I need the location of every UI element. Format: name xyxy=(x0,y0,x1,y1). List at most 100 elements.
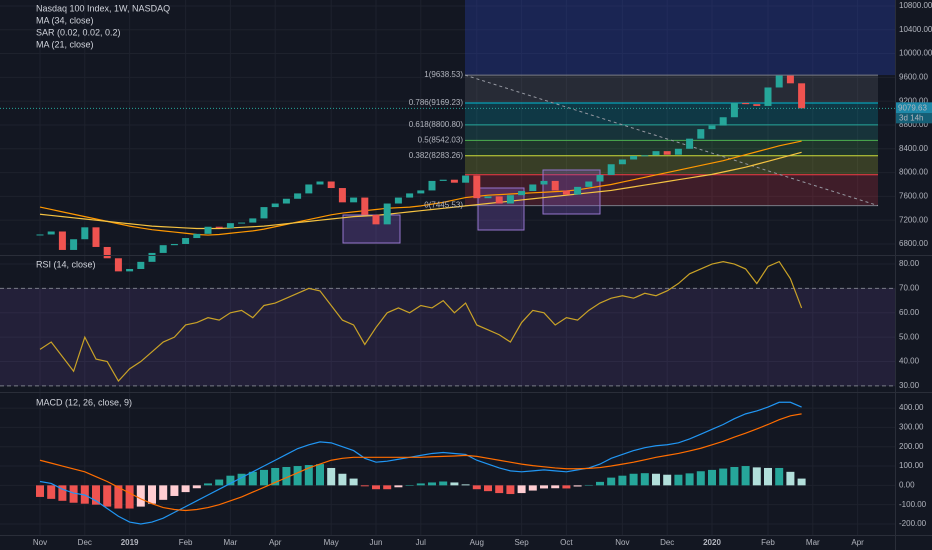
histogram-bar xyxy=(708,469,716,486)
candle xyxy=(618,159,626,165)
fib-band xyxy=(465,140,878,156)
candle xyxy=(383,203,391,225)
candle xyxy=(294,193,302,199)
x-tick-label: Apr xyxy=(851,538,864,547)
histogram-bar xyxy=(764,467,772,486)
candle xyxy=(697,129,705,139)
candle xyxy=(518,191,526,196)
histogram-bar xyxy=(562,485,571,489)
y-tick-label: 7600.00 xyxy=(899,191,928,200)
histogram-bar xyxy=(506,485,515,495)
candle xyxy=(764,87,772,106)
line xyxy=(39,401,802,525)
x-tick-label: Feb xyxy=(761,538,775,547)
histogram-bar xyxy=(640,473,649,486)
labels: Nasdaq 100 Index, 1W, NASDAQ MA (34, clo… xyxy=(33,1,932,547)
countdown-text: 3d 14h xyxy=(899,113,923,122)
symbol-title: Nasdaq 100 Index, 1W, NASDAQ xyxy=(36,3,170,13)
x-tick-label: Dec xyxy=(78,538,92,547)
histogram-bar xyxy=(607,477,616,486)
y-tick-label: 70.00 xyxy=(899,284,920,293)
drawings xyxy=(342,169,601,244)
y-tick-label: 0.00 xyxy=(899,480,915,489)
histogram-bar xyxy=(484,485,492,492)
histogram-bar xyxy=(181,485,190,493)
y-tick-label: -200.00 xyxy=(899,519,927,528)
candle xyxy=(574,186,582,195)
candle xyxy=(193,233,201,239)
candle xyxy=(798,83,806,109)
y-tick-label: 10000.00 xyxy=(899,49,932,58)
candle xyxy=(327,181,335,189)
candle xyxy=(406,193,414,198)
fib-band xyxy=(465,124,878,141)
x-tick-label: May xyxy=(324,538,339,547)
candle xyxy=(282,198,290,204)
y-tick-label: 8400.00 xyxy=(899,144,928,153)
candle xyxy=(103,246,111,259)
x-tick-label: Jun xyxy=(370,538,383,547)
candle xyxy=(775,75,783,88)
y-tick-label: 9200.00 xyxy=(899,96,928,105)
histogram-bar xyxy=(58,485,67,501)
histogram-bar xyxy=(316,464,324,486)
histogram-bar xyxy=(428,482,436,486)
candle xyxy=(562,190,570,195)
trend-line xyxy=(464,74,879,207)
candle xyxy=(428,180,436,191)
legend-entry: MA (34, close) xyxy=(36,15,94,25)
histogram-bar xyxy=(472,485,481,490)
price-tag xyxy=(896,102,932,114)
grid xyxy=(0,0,895,535)
fib-band xyxy=(465,75,878,103)
y-tick-label: 50.00 xyxy=(899,332,920,341)
candle xyxy=(663,151,671,155)
histogram-bar xyxy=(170,485,179,496)
histogram-bar xyxy=(405,485,414,486)
candle xyxy=(137,261,145,269)
candle xyxy=(484,196,492,199)
candle xyxy=(372,214,380,225)
legend-entry: MA (21, close) xyxy=(36,39,94,49)
y-tick-label: 8800.00 xyxy=(899,120,928,129)
candle xyxy=(630,155,638,160)
y-tick-label: 9600.00 xyxy=(899,72,928,81)
histogram-bar xyxy=(540,485,548,489)
candle xyxy=(159,245,167,253)
histogram-bar xyxy=(215,479,224,486)
histogram-bar xyxy=(495,485,504,494)
candle xyxy=(226,223,234,228)
x-tick-label: 2019 xyxy=(121,538,139,547)
candle xyxy=(686,138,694,149)
histogram-bar xyxy=(719,468,728,486)
candle xyxy=(271,203,279,208)
histogram-bar xyxy=(69,485,78,503)
y-tick-label: -100.00 xyxy=(899,500,927,509)
histogram-bar xyxy=(338,473,347,486)
x-tick-label: Nov xyxy=(33,538,47,547)
histogram-bar xyxy=(372,485,380,490)
candle xyxy=(126,268,134,272)
histogram-bar xyxy=(596,481,604,486)
histogram-bar xyxy=(775,467,784,486)
candle xyxy=(652,151,660,156)
histogram-bar xyxy=(663,474,672,486)
histogram-bar xyxy=(204,483,212,486)
histogram-bar xyxy=(125,485,134,509)
histogram-bar xyxy=(47,485,56,499)
x-tick-label: Mar xyxy=(806,538,820,547)
histogram-bar xyxy=(573,485,582,487)
rsi-title: RSI (14, close) xyxy=(36,259,96,269)
y-tick-label: 200.00 xyxy=(899,442,924,451)
marks xyxy=(0,75,895,525)
candle xyxy=(148,252,156,262)
y-tick-label: 10800.00 xyxy=(899,1,932,10)
candle xyxy=(36,234,44,236)
line xyxy=(39,151,802,230)
histogram-bar xyxy=(383,485,392,490)
histogram-bar xyxy=(450,482,459,486)
histogram-bar xyxy=(293,466,302,486)
y-tick-label: 80.00 xyxy=(899,259,920,268)
legend-entry: SAR (0.02, 0.02, 0.2) xyxy=(36,27,121,37)
